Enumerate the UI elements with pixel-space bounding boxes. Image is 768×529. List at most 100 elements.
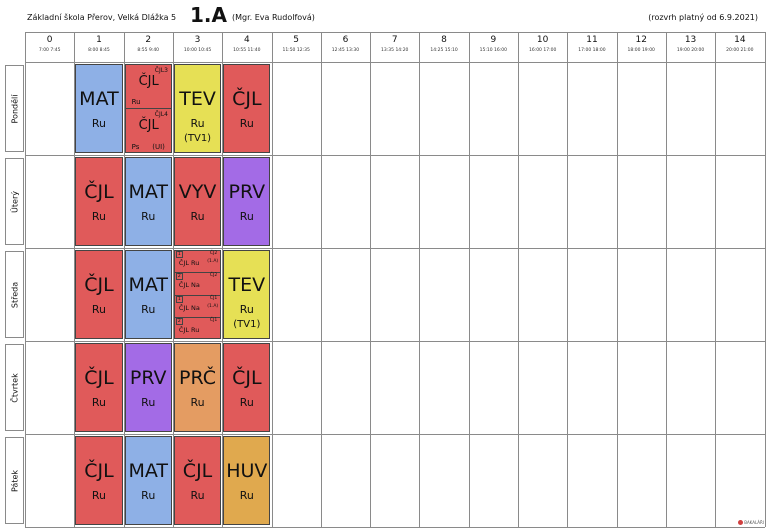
- logo-icon: [738, 520, 744, 525]
- subject-code: ČJL: [232, 367, 262, 389]
- period-header: 0 7:00 7:45: [25, 32, 74, 62]
- room-code: Ru: [190, 489, 205, 502]
- subject-code: ČJL: [138, 74, 159, 89]
- lesson-cell[interactable]: HUV Ru: [223, 436, 271, 525]
- day-header: Čtvrtek: [5, 344, 24, 431]
- subgroup-label: ČJL Ru: [178, 325, 200, 334]
- day-label: Úterý: [10, 190, 19, 213]
- room-extra: (TV1): [183, 133, 212, 144]
- lesson-cell[interactable]: MAT Ru: [124, 436, 172, 525]
- subject-code: MAT: [79, 88, 119, 110]
- lesson-group[interactable]: ČJL4 ČJL Ps (UI): [126, 109, 171, 153]
- grid-vline: [468, 32, 470, 527]
- lesson-cell[interactable]: VYV Ru: [173, 157, 222, 246]
- period-time: 13:35 14:20: [381, 48, 409, 53]
- lesson-cell[interactable]: ČJL Ru: [173, 436, 222, 525]
- subgroup-label: ČJL Ru: [178, 259, 200, 267]
- lesson-cell[interactable]: TEV Ru (TV1): [173, 64, 222, 153]
- period-number: 7: [391, 35, 398, 45]
- subject-code: ČJL: [138, 118, 159, 133]
- period-number: 11: [586, 35, 598, 45]
- school-name: Základní škola Přerov, Velká Dlážka 5: [27, 13, 177, 22]
- lesson-subgroup[interactable]: 2 ČJ2 ČJL Na: [174, 273, 221, 296]
- lesson-group[interactable]: ČJL3 ČJL Ru: [125, 65, 171, 109]
- period-header: 8 14:25 15:10: [419, 32, 468, 62]
- period-time: 14:25 15:10: [430, 48, 458, 53]
- period-header: 7 13:35 14:20: [370, 32, 419, 62]
- period-number: 4: [243, 35, 250, 45]
- period-time: 10:00 10:45: [183, 48, 212, 53]
- lesson-cell[interactable]: PRČ Ru: [173, 343, 222, 432]
- room-code: Ru: [239, 303, 254, 316]
- room-code: Ru: [190, 117, 205, 130]
- valid-from: (rozvrh platný od 6.9.2021): [648, 13, 758, 22]
- period-header: 14 20:00 21:00: [715, 32, 764, 62]
- period-time: 10:55 11:40: [233, 48, 261, 53]
- day-label: Pátek: [10, 469, 19, 492]
- period-header: 2 8:55 9:40: [124, 32, 173, 62]
- period-time: 20:00 21:00: [726, 48, 754, 53]
- lesson-cell[interactable]: MAT Ru: [124, 157, 172, 246]
- lesson-cell[interactable]: ČJL Ru: [75, 157, 123, 246]
- lesson-cell-multi[interactable]: 1 ČJ2 ČJL Ru (1.A) 2 ČJ2 ČJL Na 1 ČJ1 ČJL Na (1.A)…: [173, 250, 222, 340]
- room-code: Ru: [190, 396, 205, 409]
- period-number: 0: [46, 35, 53, 45]
- lesson-cell[interactable]: ČJL Ru: [75, 436, 123, 525]
- teacher-code: Ps: [131, 143, 140, 151]
- lesson-cell[interactable]: PRV Ru: [124, 343, 172, 432]
- period-header: 3 10:00 10:45: [173, 32, 222, 62]
- subject-code: MAT: [128, 460, 168, 482]
- room-code: Ru: [239, 117, 254, 130]
- period-number: 2: [145, 35, 152, 45]
- day-header: Pondělí: [5, 65, 24, 152]
- grid-hline: [25, 32, 765, 33]
- period-header: 6 12:45 13:30: [321, 32, 370, 62]
- period-time: 17:00 18:00: [578, 48, 606, 53]
- subject-code: ČJL: [84, 367, 114, 389]
- room-code: Ru: [141, 489, 156, 502]
- grid-vline: [715, 32, 717, 527]
- subject-code: TEV: [228, 274, 266, 296]
- period-number: 3: [194, 35, 201, 45]
- period-header: 13 19:00 20:00: [666, 32, 715, 62]
- lesson-subgroup[interactable]: 1 ČJ2 ČJL Ru (1.A): [174, 251, 221, 274]
- room-code: Ru: [91, 303, 106, 316]
- lesson-cell[interactable]: ČJL Ru: [75, 250, 123, 339]
- subject-code: VYV: [178, 181, 217, 203]
- subject-code: ČJL: [182, 460, 213, 482]
- grid-hline: [25, 248, 765, 249]
- day-label: Pondělí: [10, 94, 19, 123]
- group-code: ČJL3: [154, 67, 168, 74]
- grid-vline: [74, 32, 76, 527]
- lesson-cell[interactable]: ČJL Ru: [223, 64, 271, 153]
- lesson-cell[interactable]: PRV Ru: [223, 157, 271, 246]
- day-header: Pátek: [5, 437, 24, 524]
- lesson-cell[interactable]: MAT Ru: [75, 64, 123, 153]
- lesson-subgroup[interactable]: 2 ČJ1 ČJL Ru: [175, 317, 220, 340]
- period-time: 12:45 13:30: [331, 48, 360, 53]
- class-teacher: (Mgr. Eva Rudolfová): [232, 13, 315, 22]
- subject-code: PRČ: [179, 367, 217, 389]
- day-label: Čtvrtek: [10, 372, 19, 403]
- lesson-subgroup[interactable]: 1 ČJ1 ČJL Na (1.A): [174, 295, 221, 318]
- lesson-cell[interactable]: TEV Ru (TV1): [223, 250, 271, 339]
- lesson-cell[interactable]: ČJL Ru: [223, 343, 271, 432]
- group-code: ČJ1: [209, 317, 218, 323]
- group-code: ČJ2: [209, 251, 218, 256]
- grid-vline: [222, 32, 224, 527]
- lesson-cell-split[interactable]: ČJL3 ČJL Ru ČJL4 ČJL Ps (UI): [124, 64, 172, 153]
- subject-code: HUV: [226, 460, 268, 482]
- room-code: Ru: [141, 210, 156, 223]
- grid-hline: [25, 527, 765, 528]
- subject-code: TEV: [179, 88, 216, 110]
- grid-vline: [518, 32, 519, 527]
- room-code: Ru: [91, 489, 106, 502]
- period-header: 12 18:00 19:00: [617, 32, 666, 62]
- class-code: (1.A): [207, 303, 219, 309]
- period-number: 14: [734, 35, 746, 45]
- grid-vline: [123, 32, 125, 527]
- class-code: (1.A): [207, 259, 219, 264]
- lesson-cell[interactable]: MAT Ru: [124, 250, 172, 339]
- week-badge: 1: [175, 251, 183, 258]
- lesson-cell[interactable]: ČJL Ru: [75, 343, 123, 432]
